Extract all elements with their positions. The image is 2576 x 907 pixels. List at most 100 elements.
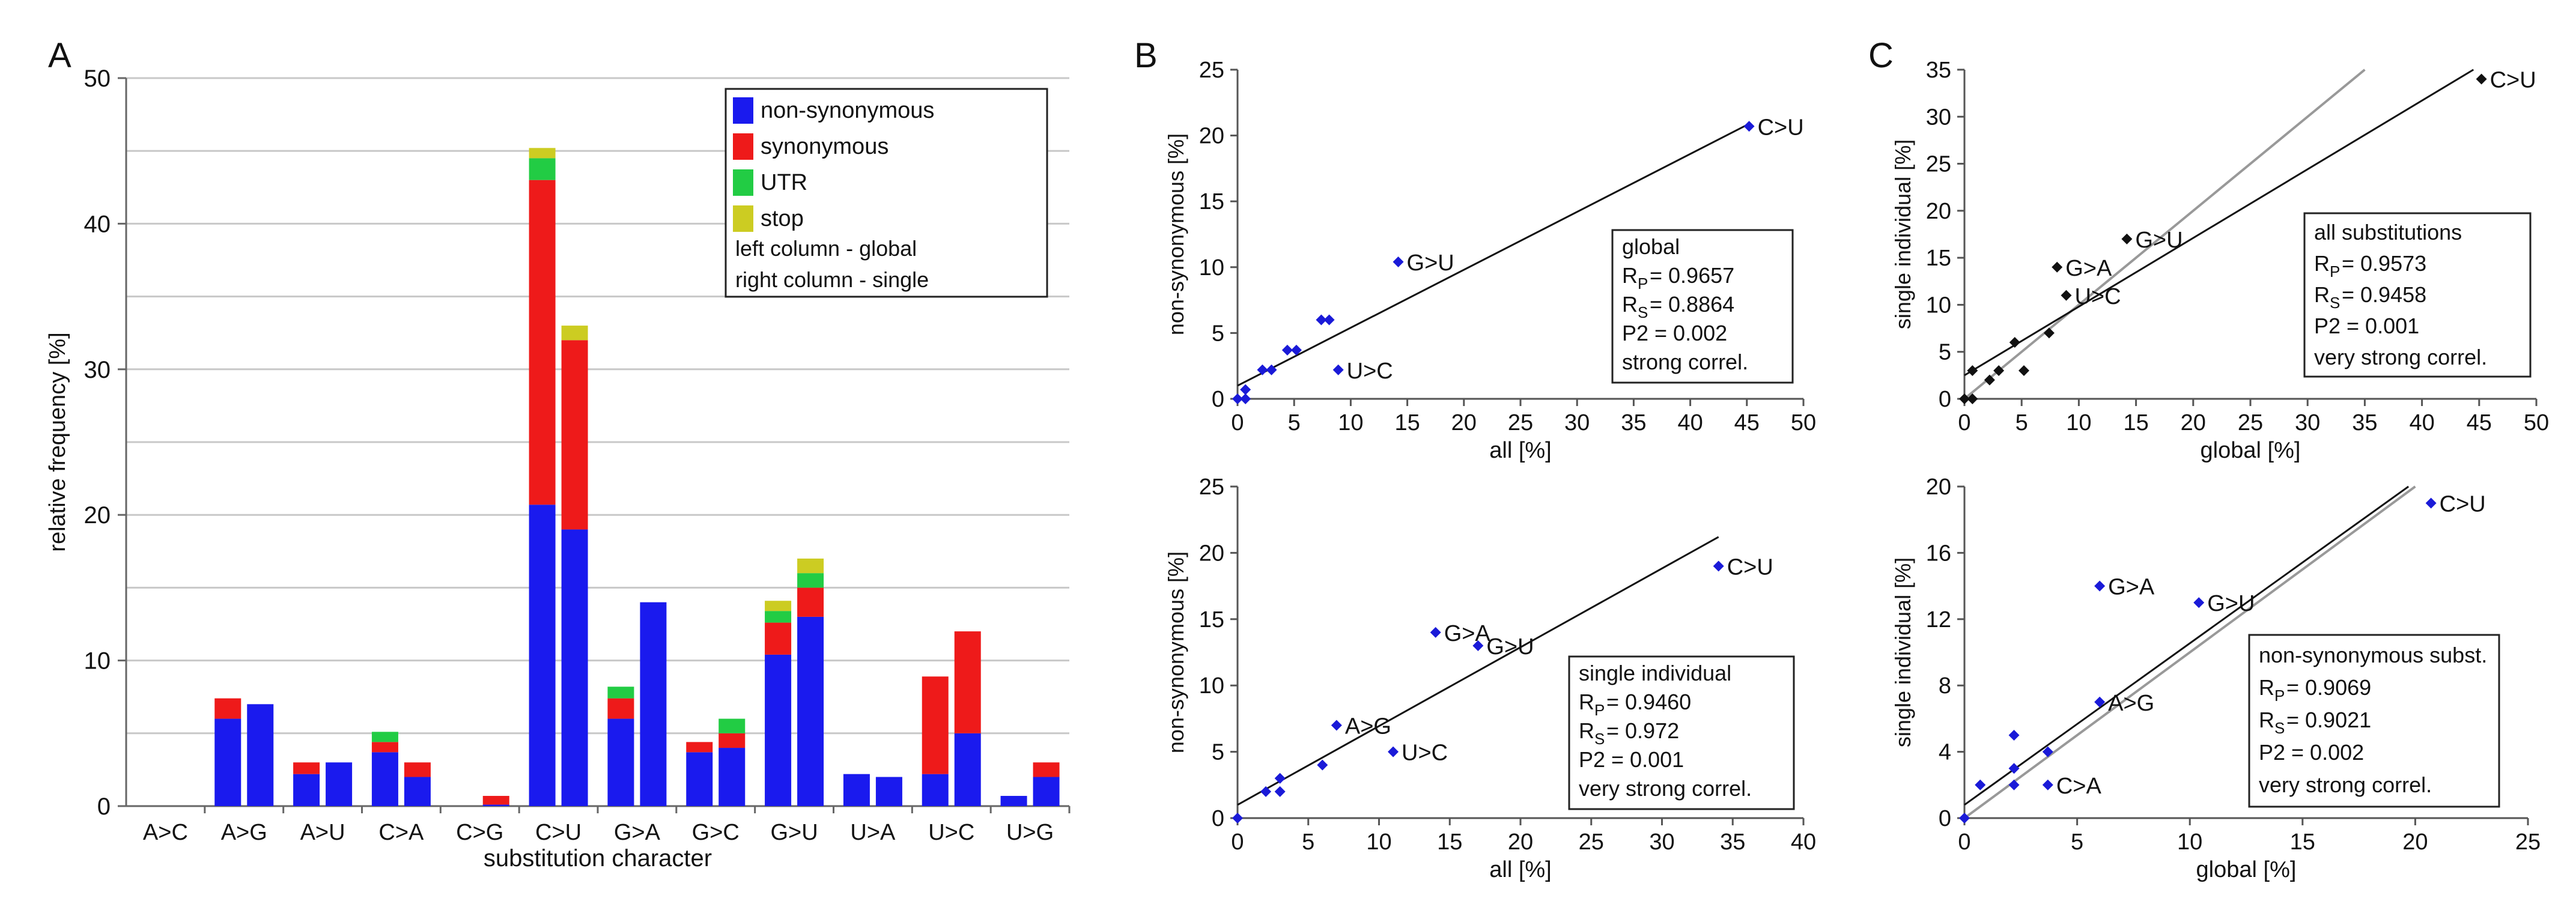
x-tick-label: 25 xyxy=(2515,830,2541,855)
x-tick-label: 50 xyxy=(1791,410,1816,435)
y-tick-label: 5 xyxy=(1212,740,1224,765)
bar-segment xyxy=(214,718,242,806)
x-tick-label: G>A xyxy=(614,820,661,845)
data-point xyxy=(2094,696,2106,708)
x-tick-label: 0 xyxy=(1958,410,1970,435)
stats-label: R xyxy=(2259,708,2274,732)
stats-title: all substitutions xyxy=(2314,220,2462,244)
x-axis-label: all [%] xyxy=(1489,438,1551,463)
stats-label: R xyxy=(2314,251,2330,276)
x-tick-label: 30 xyxy=(2295,410,2320,435)
y-tick-label: 0 xyxy=(97,793,111,820)
stats-p2: P2 = 0.002 xyxy=(2259,740,2364,765)
x-tick-label: 45 xyxy=(2467,410,2492,435)
point-label: G>A xyxy=(1444,621,1491,646)
bar-segment xyxy=(371,742,398,753)
legend-label: UTR xyxy=(761,170,807,195)
scatter-global-nonsyn: 0 5 10 15 20 25 30 35 40 45 50 0 5 10 15 20 25 all [%] non… xyxy=(1164,58,1816,463)
point-label: A>G xyxy=(2108,691,2154,716)
stats-value: = 0.9458 xyxy=(2342,282,2426,307)
legend-swatch xyxy=(733,169,753,196)
legend-swatch xyxy=(733,133,753,160)
stats-title: single individual xyxy=(1579,661,1731,685)
bar-segment xyxy=(1000,796,1027,806)
point-label: C>U xyxy=(1758,115,1804,140)
y-tick-label: 30 xyxy=(1926,105,1951,130)
x-axis-label: global [%] xyxy=(2201,438,2301,463)
x-tick-label: 10 xyxy=(2066,410,2091,435)
x-tick-label: C>U xyxy=(535,820,582,845)
x-tick-label: 20 xyxy=(2181,410,2206,435)
x-axis-label: global [%] xyxy=(2196,857,2297,882)
bar-segment xyxy=(922,774,949,806)
data-point xyxy=(2121,233,2133,244)
data-point xyxy=(1290,344,1302,356)
stats-label: R xyxy=(2314,282,2330,307)
x-tick-label: 20 xyxy=(2402,830,2428,855)
bar-segment xyxy=(954,631,981,733)
bar-segment xyxy=(482,804,509,806)
bar-segment xyxy=(326,762,353,806)
bar-segment xyxy=(1033,777,1060,806)
stats-subscript: P xyxy=(2330,262,2340,281)
y-tick-label: 10 xyxy=(1199,673,1224,699)
point-label: G>U xyxy=(2135,228,2183,253)
data-point xyxy=(1316,314,1327,326)
stats-subscript: S xyxy=(1594,730,1605,748)
stats-note: very strong correl. xyxy=(1579,776,1752,801)
y-tick-label: 0 xyxy=(1939,806,1951,831)
bar-segment xyxy=(718,718,746,733)
x-tick-label: 40 xyxy=(2409,410,2434,435)
y-tick-label: 4 xyxy=(1939,740,1951,765)
y-axis-label: relative frequency [%] xyxy=(45,332,70,551)
x-tick-label: 25 xyxy=(1579,830,1604,855)
stats-subscript: S xyxy=(2274,719,2285,737)
bar-segment xyxy=(607,687,634,699)
stats-title: global xyxy=(1622,234,1680,259)
point-label: C>U xyxy=(1727,554,1773,580)
bar-segment xyxy=(561,326,588,341)
y-tick-label: 20 xyxy=(84,502,111,529)
x-tick-label: 25 xyxy=(1508,410,1533,435)
stats-subscript: P xyxy=(2274,687,2285,705)
y-tick-label: 30 xyxy=(84,357,111,383)
x-tick-label: 35 xyxy=(1621,410,1646,435)
bar-segment xyxy=(765,622,792,655)
data-point xyxy=(2009,337,2020,348)
y-tick-label: 20 xyxy=(1199,124,1224,149)
x-tick-label: 50 xyxy=(2524,410,2549,435)
stats-title: non-synonymous subst. xyxy=(2259,643,2487,667)
y-axis-label: single individual [%] xyxy=(1891,557,1915,747)
point-label: G>A xyxy=(2065,256,2112,281)
data-point xyxy=(1266,364,1277,375)
data-point xyxy=(1274,786,1286,797)
stats-subscript: P xyxy=(1594,701,1605,719)
x-tick-label: 10 xyxy=(1338,410,1363,435)
stats-label: R xyxy=(1579,718,1594,743)
bar-segment xyxy=(529,148,556,159)
bar-segment xyxy=(247,704,274,806)
legend-note: right column - single xyxy=(735,267,929,292)
data-point xyxy=(1959,813,1970,824)
x-tick-label: 30 xyxy=(1649,830,1674,855)
x-tick-label: A>C xyxy=(143,820,188,845)
data-point xyxy=(1317,759,1328,771)
data-point xyxy=(2008,763,2020,774)
x-tick-label: 10 xyxy=(2177,830,2202,855)
x-tick-label: U>C xyxy=(928,820,974,845)
stats-label: R xyxy=(1579,690,1594,714)
bar-segment xyxy=(686,752,713,806)
y-tick-label: 15 xyxy=(1199,607,1224,632)
bar-segment xyxy=(371,752,398,806)
x-tick-label: 40 xyxy=(1677,410,1703,435)
bar-segment xyxy=(843,774,870,806)
bar-segment xyxy=(529,158,556,180)
data-point xyxy=(1967,393,1978,404)
y-tick-label: 25 xyxy=(1199,58,1224,83)
bar-segment xyxy=(954,733,981,806)
point-label: U>C xyxy=(2074,284,2121,309)
bar-segment xyxy=(404,762,431,777)
x-tick-label: 25 xyxy=(2238,410,2263,435)
point-label: G>U xyxy=(2207,591,2255,616)
stats-box xyxy=(1611,229,1794,384)
